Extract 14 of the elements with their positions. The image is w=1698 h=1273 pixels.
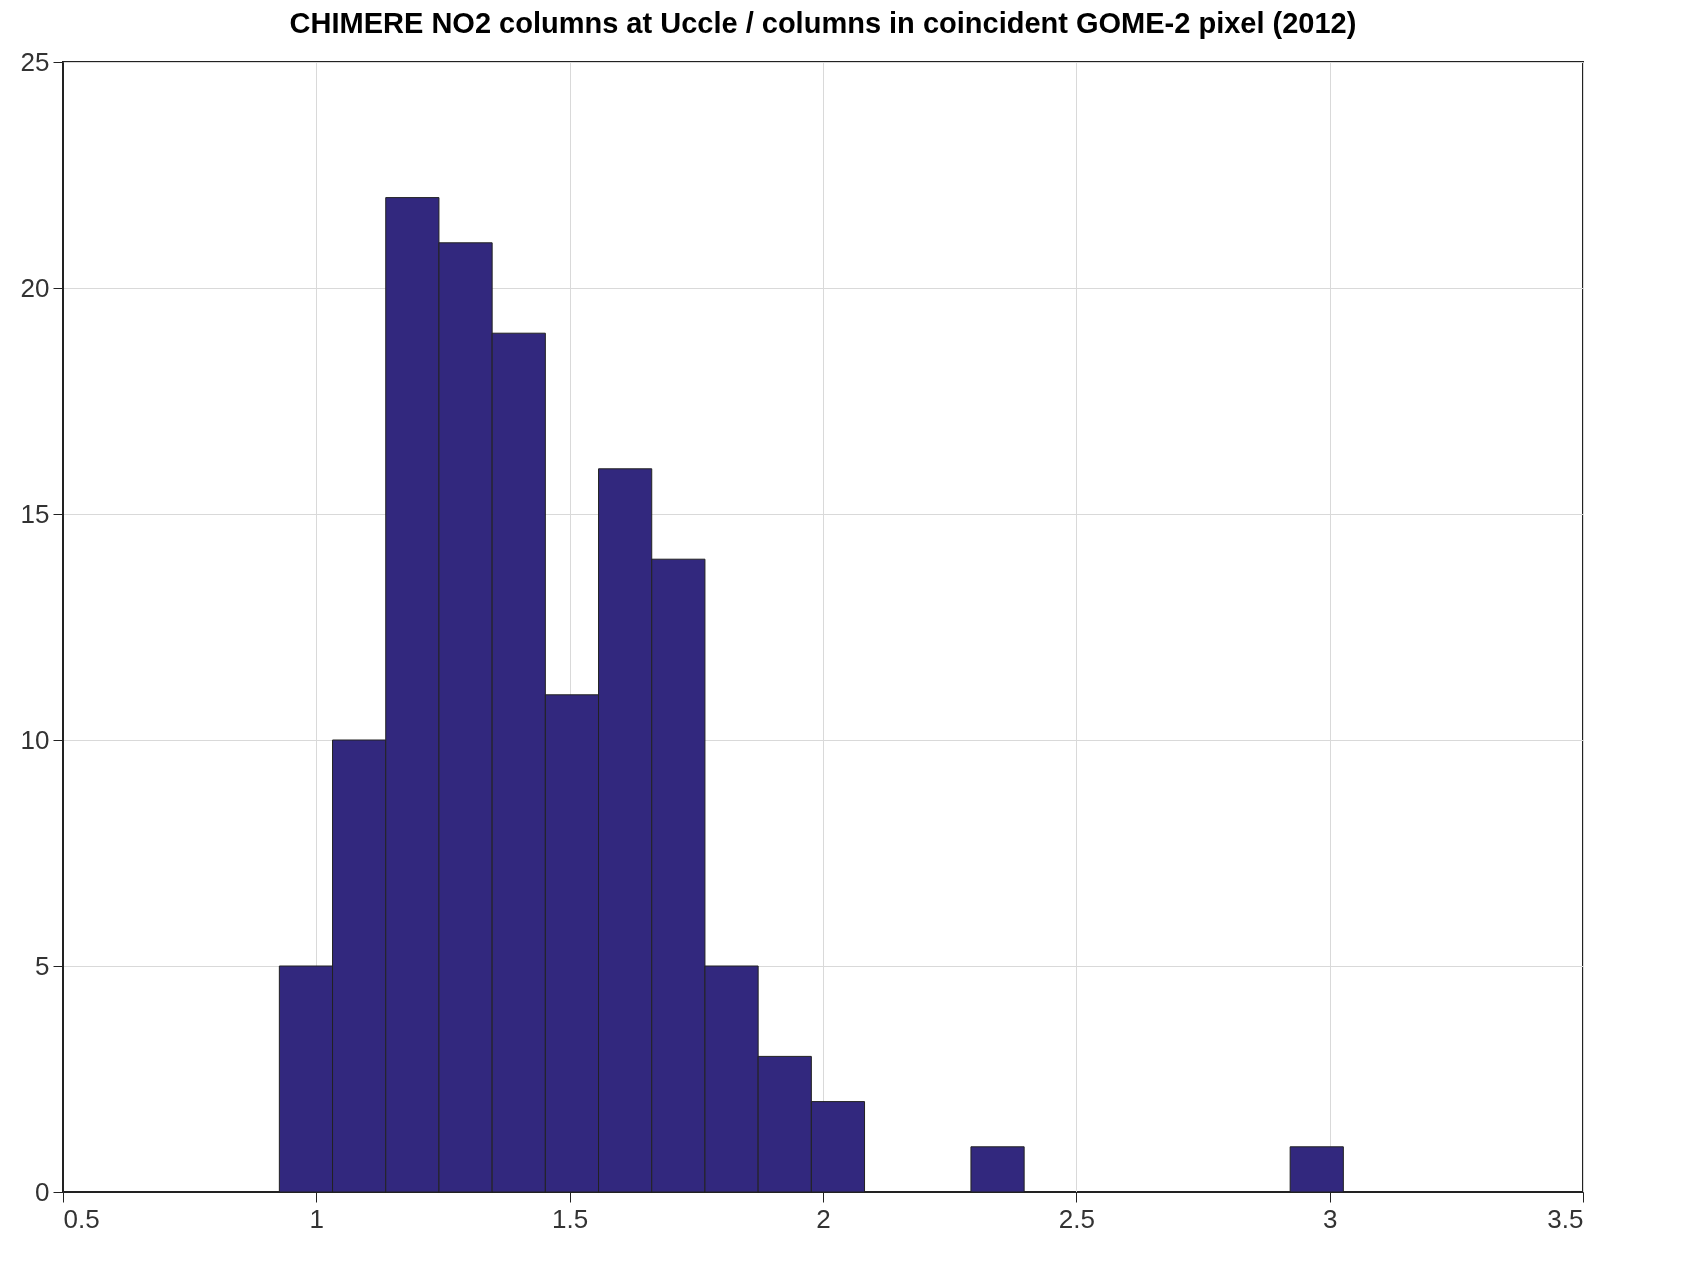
- y-tick-label: 10: [20, 724, 50, 755]
- x-tick-label: 2: [816, 1203, 831, 1234]
- y-tick-label: 5: [35, 950, 50, 981]
- y-tick-label: 25: [20, 46, 50, 77]
- x-tick-label: 3.5: [1547, 1203, 1584, 1234]
- x-tick-label: 0.5: [63, 1203, 100, 1234]
- y-tick-label: 20: [20, 272, 50, 303]
- chart-title: CHIMERE NO2 columns at Uccle / columns in coincident GOME-2 pixel (2012): [289, 7, 1357, 39]
- x-tick-label: 3: [1322, 1203, 1338, 1234]
- y-tick-label: 0: [35, 1176, 50, 1207]
- x-tick-label: 2.5: [1058, 1203, 1095, 1234]
- y-tick-label: 15: [20, 498, 50, 529]
- x-tick-label: 1.5: [552, 1203, 589, 1234]
- x-tick-label: 1: [309, 1203, 325, 1234]
